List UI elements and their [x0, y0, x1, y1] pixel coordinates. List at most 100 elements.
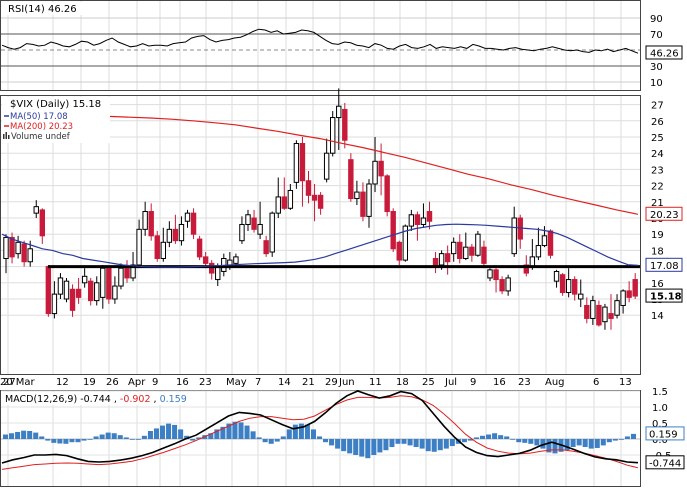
macd-histogram-bar — [99, 434, 105, 439]
last-price-label: 15.18 — [650, 292, 682, 303]
macd-histogram-bar — [244, 425, 250, 439]
candle-body — [57, 277, 64, 295]
macd-line — [1, 390, 639, 464]
macd-histogram-bar — [612, 439, 618, 441]
candle-body — [275, 196, 281, 214]
last-price-tag — [645, 288, 683, 303]
macd-histogram-bar — [69, 439, 75, 443]
macd-histogram-bar — [546, 439, 552, 453]
x-axis-label: 26 — [106, 377, 119, 388]
macd-histogram-bar — [316, 436, 323, 439]
price-title: $VIX (Daily) 15.18 — [10, 99, 101, 110]
macd-histogram-bar — [624, 436, 630, 439]
x-axis-label: 23 — [518, 377, 531, 388]
candle-body — [323, 152, 330, 180]
macd-histogram-bar — [407, 439, 413, 446]
macd-histogram-bar — [268, 439, 274, 444]
candle-body — [178, 223, 185, 242]
candle-body — [469, 246, 475, 256]
ma50-value-tag — [645, 257, 683, 272]
candle-body — [348, 159, 354, 200]
macd-histogram-bar — [600, 439, 606, 446]
macd-histogram-bar — [250, 431, 256, 439]
candle-body — [239, 223, 245, 242]
x-axis-label: Jul — [444, 377, 457, 388]
candle-body — [63, 280, 70, 300]
macd-histogram-bar — [196, 437, 202, 439]
x-axis-label: Jun — [338, 377, 355, 388]
macd-histogram-bar — [286, 429, 292, 439]
macd-value: -0.744 — [80, 394, 111, 405]
macd-histogram-bar — [280, 436, 286, 439]
macd-histogram-bar — [274, 439, 280, 442]
x-axis-label: 11 — [369, 377, 382, 388]
x-axis-label: 18 — [396, 377, 409, 388]
candle-body — [184, 212, 191, 222]
macd-histogram-bar — [522, 439, 528, 443]
price-tick-label: 25 — [651, 133, 664, 144]
price-tick-label: 27 — [651, 101, 664, 112]
candle-body — [499, 279, 505, 292]
macd-histogram-bar — [111, 433, 117, 439]
candle-body — [535, 245, 542, 258]
candle-body — [9, 236, 15, 258]
candle-body — [281, 196, 288, 209]
macd-histogram-bar — [123, 437, 129, 439]
macd-histogram-bar — [335, 439, 341, 449]
candle-body — [390, 211, 396, 250]
candle-body — [372, 160, 378, 185]
candle-body — [245, 214, 251, 225]
candle-body — [475, 233, 481, 256]
macd-histogram-bar — [401, 439, 407, 444]
price-tick-label: 19 — [651, 230, 664, 241]
macd-histogram-bar — [630, 433, 636, 439]
candle-body — [451, 241, 457, 255]
candle-body — [432, 258, 439, 266]
candle-body — [420, 217, 427, 225]
macd-tick-label: 0.5 — [652, 419, 668, 430]
candle-body — [317, 194, 324, 209]
x-axis-label: Apr — [128, 377, 146, 388]
legend-volume: Volume undef — [11, 132, 71, 142]
candle-body — [584, 304, 590, 319]
legend-ma50: MA(50) 17.08 — [10, 112, 68, 122]
candle-body — [384, 175, 390, 213]
candle-body — [209, 262, 215, 274]
macd-histogram-bar — [570, 439, 576, 447]
macd-histogram-bar — [159, 425, 166, 439]
rsi-label: RSI(14) 46.26 — [8, 4, 77, 15]
price-tick-label: 23 — [651, 165, 664, 176]
macd-histogram-bar — [588, 439, 594, 449]
macd-histogram-bar — [365, 439, 371, 459]
x-axis-label: 13 — [619, 377, 632, 388]
macd-histogram-bar — [178, 429, 184, 439]
candle-body — [69, 288, 76, 311]
candle-body — [172, 228, 179, 242]
macd-histogram-bar — [208, 433, 214, 439]
macd-histogram-bar — [383, 439, 389, 451]
macd-histogram-bar — [329, 439, 335, 446]
macd-histogram-bar — [81, 439, 87, 441]
candle-body — [596, 304, 602, 326]
macd-histogram-bar — [431, 439, 437, 452]
candle-body — [559, 274, 566, 294]
rsi-tick-label: 70 — [650, 30, 663, 41]
candle-body — [360, 191, 366, 217]
macd-tick-label: 0.0 — [652, 435, 668, 446]
candle-body — [100, 267, 106, 298]
macd-histogram-bar — [75, 439, 81, 443]
candle-body — [299, 142, 306, 182]
price-tick-label: 22 — [651, 182, 664, 193]
candle-body — [336, 105, 342, 119]
candle-body — [251, 217, 257, 230]
macd-histogram-bar — [486, 434, 492, 439]
price-tick-label: 14 — [651, 311, 664, 322]
candle-body — [154, 235, 160, 260]
macd-histogram-bar — [534, 439, 540, 446]
macd-histogram-bar — [371, 439, 377, 455]
macd-histogram-bar — [443, 439, 449, 449]
candle-body — [263, 240, 269, 255]
candle-body — [342, 108, 348, 141]
rsi-tick-label: 90 — [650, 14, 663, 25]
